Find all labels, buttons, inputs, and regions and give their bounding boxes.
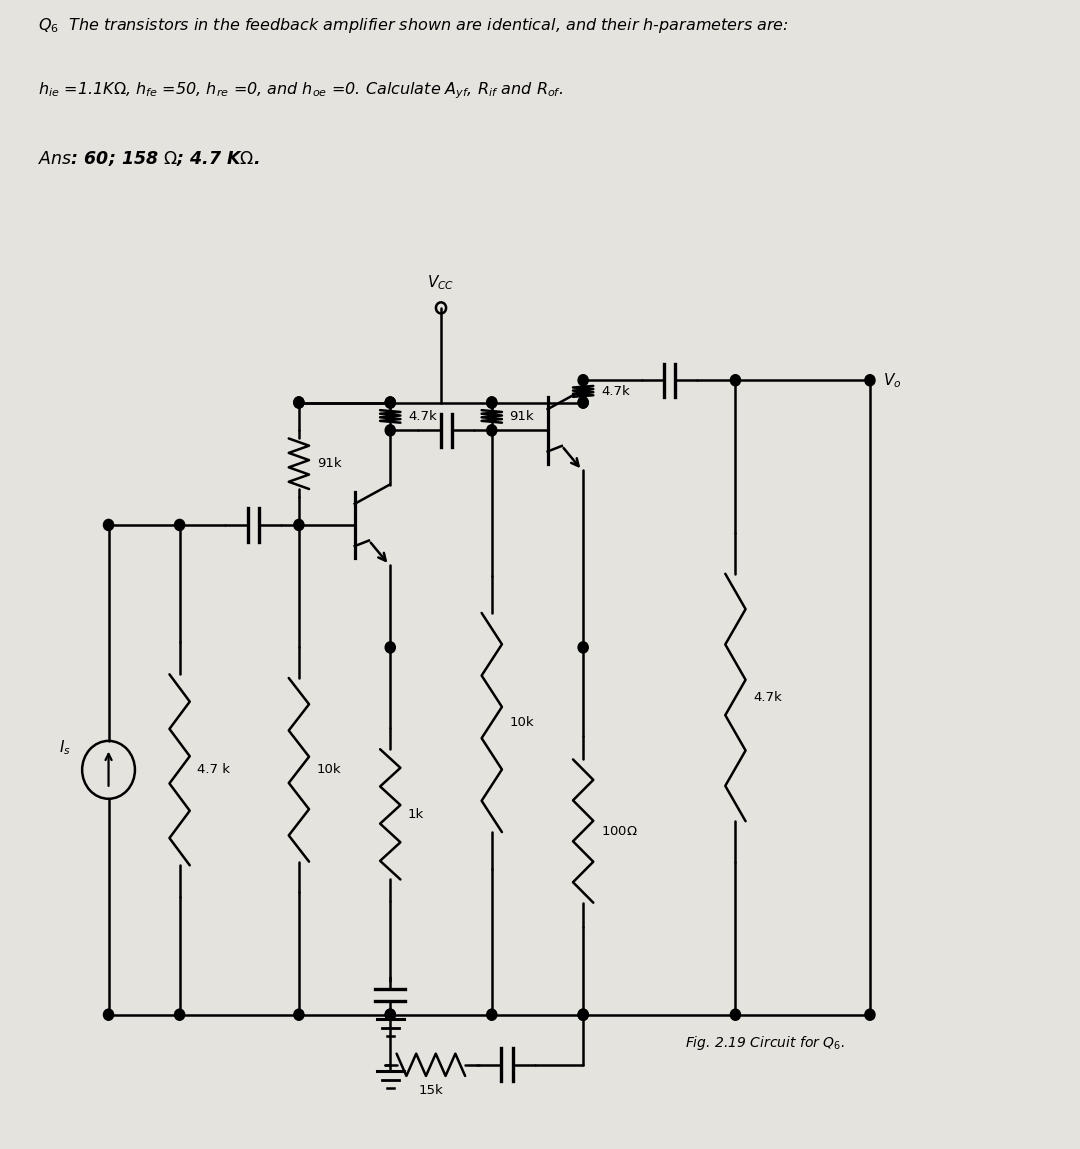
Text: 15k: 15k [418, 1085, 443, 1097]
Circle shape [578, 642, 589, 653]
Circle shape [175, 519, 185, 531]
Circle shape [294, 396, 303, 408]
Circle shape [294, 396, 303, 408]
Text: $V_{CC}$: $V_{CC}$ [428, 273, 455, 292]
Circle shape [294, 1009, 303, 1020]
Circle shape [386, 425, 395, 435]
Text: 10k: 10k [510, 716, 535, 728]
Circle shape [578, 1009, 589, 1020]
Text: $Q_6$  The transistors in the feedback amplifier shown are identical, and their : $Q_6$ The transistors in the feedback am… [38, 16, 788, 36]
Text: 4.7k: 4.7k [408, 410, 436, 423]
Text: 4.7 k: 4.7 k [198, 763, 230, 777]
Circle shape [386, 396, 395, 408]
Text: 1k: 1k [408, 808, 424, 820]
Circle shape [487, 425, 497, 435]
Circle shape [386, 396, 395, 408]
Circle shape [865, 375, 875, 386]
Text: 10k: 10k [316, 763, 341, 777]
Text: 100$\Omega$: 100$\Omega$ [600, 825, 638, 838]
Circle shape [386, 642, 395, 653]
Circle shape [578, 396, 589, 408]
Text: $I_s$: $I_s$ [59, 738, 71, 757]
Circle shape [104, 1009, 113, 1020]
Circle shape [175, 1009, 185, 1020]
Circle shape [487, 1009, 497, 1020]
Circle shape [386, 1009, 395, 1020]
Text: 91k: 91k [510, 410, 535, 423]
Text: Fig. 2.19 Circuit for $Q_6$.: Fig. 2.19 Circuit for $Q_6$. [685, 1034, 845, 1052]
Circle shape [730, 375, 741, 386]
Circle shape [487, 396, 497, 408]
Text: 91k: 91k [316, 457, 341, 470]
Circle shape [578, 1009, 589, 1020]
Text: $V_o$: $V_o$ [882, 371, 901, 390]
Circle shape [487, 396, 497, 408]
Text: 4.7k: 4.7k [600, 385, 630, 398]
Circle shape [104, 519, 113, 531]
Circle shape [865, 1009, 875, 1020]
Circle shape [386, 1009, 395, 1020]
Text: $\mathit{Ans}$: 60; 158 $\Omega$; 4.7 K$\Omega$.: $\mathit{Ans}$: 60; 158 $\Omega$; 4.7 K$… [38, 149, 259, 168]
Circle shape [578, 375, 589, 386]
Circle shape [294, 519, 303, 531]
Text: $h_{ie}$ =1.1K$\Omega$, $h_{fe}$ =50, $h_{re}$ =0, and $h_{oe}$ =0. Calculate $A: $h_{ie}$ =1.1K$\Omega$, $h_{fe}$ =50, $h… [38, 80, 563, 101]
Circle shape [578, 396, 589, 408]
Circle shape [730, 1009, 741, 1020]
Text: 4.7k: 4.7k [753, 691, 782, 704]
